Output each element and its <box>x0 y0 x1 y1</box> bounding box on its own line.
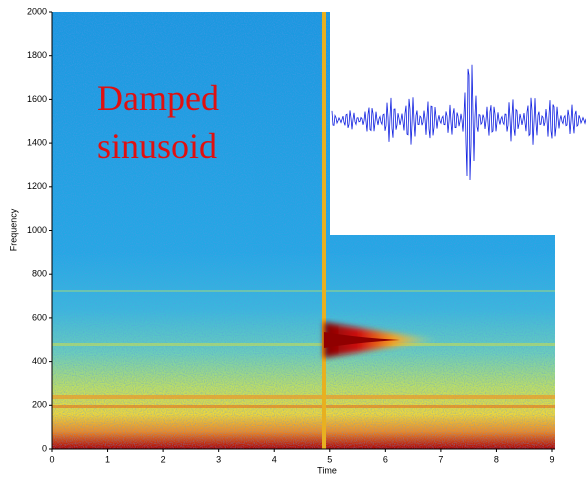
y-tick-label: 800 <box>32 269 47 279</box>
y-tick-label: 1200 <box>27 181 47 191</box>
x-tick-label: 9 <box>549 454 554 464</box>
annotation: Damped <box>97 78 219 118</box>
waveform <box>331 64 586 181</box>
y-tick-label: 1000 <box>27 225 47 235</box>
y-tick-label: 200 <box>32 400 47 410</box>
y-axis-label: Frequency <box>8 208 18 251</box>
y-tick-label: 1600 <box>27 94 47 104</box>
y-tick-label: 1400 <box>27 137 47 147</box>
annotation: sinusoid <box>97 126 217 166</box>
x-tick-label: 3 <box>216 454 221 464</box>
y-tick-label: 0 <box>42 443 47 453</box>
x-tick-label: 0 <box>49 454 54 464</box>
x-tick-label: 6 <box>383 454 388 464</box>
x-tick-label: 2 <box>161 454 166 464</box>
x-axis-label: Time <box>317 465 337 475</box>
x-tick-label: 5 <box>327 454 332 464</box>
y-tick-label: 2000 <box>27 6 47 16</box>
y-tick-label: 600 <box>32 312 47 322</box>
x-tick-label: 4 <box>272 454 277 464</box>
y-tick-label: 400 <box>32 356 47 366</box>
x-tick-label: 8 <box>494 454 499 464</box>
y-tick-label: 1800 <box>27 50 47 60</box>
x-tick-label: 7 <box>438 454 443 464</box>
x-tick-label: 1 <box>105 454 110 464</box>
